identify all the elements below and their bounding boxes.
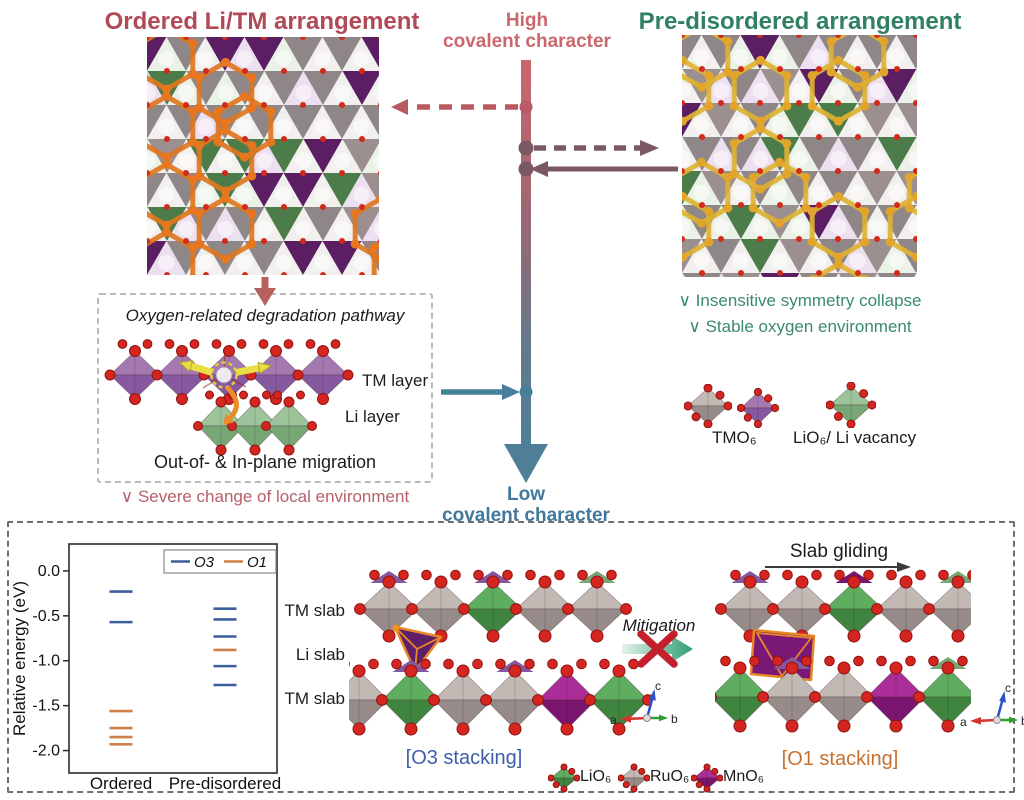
predisordered-structure-image bbox=[682, 35, 917, 277]
crystal-axes-widget-o3: a b c bbox=[610, 679, 678, 727]
lio6-octahedron-icon bbox=[826, 382, 876, 428]
o1-stacking-caption: [O1 stacking] bbox=[781, 748, 899, 770]
svg-text:O1: O1 bbox=[247, 554, 267, 571]
predisorder-branch-arrow bbox=[534, 140, 659, 156]
crystal-axes-widget-o1: a b c bbox=[960, 681, 1024, 729]
tm-slab-top-label: TM slab bbox=[284, 601, 345, 620]
axis-b-label: b bbox=[671, 712, 678, 726]
svg-text:Relative energy (eV): Relative energy (eV) bbox=[10, 581, 29, 736]
insensitive-note: ∨ Insensitive symmetry collapse bbox=[678, 291, 922, 310]
tmo6-label: TMO₆ bbox=[712, 428, 757, 447]
axis-node-low bbox=[519, 385, 533, 399]
o1-stacking-structure-image bbox=[715, 569, 971, 733]
svg-text:0.0: 0.0 bbox=[38, 563, 60, 580]
tm-layer-label: TM layer bbox=[362, 371, 429, 390]
lio6-legend-icon bbox=[548, 763, 580, 793]
axis-node-mid1 bbox=[518, 140, 534, 156]
svg-text:Ordered: Ordered bbox=[90, 774, 152, 793]
ruo6-legend-icon bbox=[618, 763, 650, 793]
ordered-structure-image bbox=[147, 37, 379, 275]
axis-c-label: c bbox=[1005, 681, 1011, 695]
ordered-title: Ordered Li/TM arrangement bbox=[104, 8, 420, 35]
layered-structure-image bbox=[104, 339, 354, 456]
mno6-legend-icon bbox=[691, 763, 723, 793]
o3-stacking-caption: [O3 stacking] bbox=[405, 747, 523, 769]
svg-text:-1.5: -1.5 bbox=[32, 698, 60, 715]
stable-note: ∨ Stable oxygen environment bbox=[688, 317, 912, 336]
severe-change-note: ∨ Severe change of local environment bbox=[120, 487, 410, 506]
mno6-legend-label: MnO₆ bbox=[723, 768, 765, 785]
axis-a-label: a bbox=[610, 713, 617, 727]
li-slab-label: Li slab bbox=[295, 645, 345, 664]
low-covalent-label: Low covalent character bbox=[442, 484, 610, 526]
stacking-panel: 0.0 -0.5 -1.0 -1.5 -2.0 Relative energy (eV) O… bbox=[7, 521, 1024, 793]
degradation-pathway-box: Oxygen-related degradation pathway TM la… bbox=[97, 293, 433, 483]
predisorder-return-arrow bbox=[530, 161, 678, 177]
svg-text:Pre-disordered: Pre-disordered bbox=[169, 774, 281, 793]
slab-gliding-label: Slab gliding bbox=[789, 541, 889, 562]
high-covalent-label: High covalent character bbox=[443, 10, 611, 52]
degradation-title: Oxygen-related degradation pathway bbox=[125, 306, 405, 325]
o3-stacking-structure-image bbox=[349, 569, 651, 736]
svg-text:-2.0: -2.0 bbox=[32, 743, 60, 760]
svg-text:-1.0: -1.0 bbox=[32, 653, 60, 670]
tm-slab-bottom-label: TM slab bbox=[284, 689, 345, 708]
axis-node-high bbox=[519, 100, 533, 114]
migration-caption: Out-of- & In-plane migration bbox=[153, 452, 377, 472]
axis-b-label: b bbox=[1021, 714, 1024, 728]
covalency-axis-line bbox=[504, 60, 548, 483]
svg-text:O3: O3 bbox=[194, 554, 215, 571]
lio6-legend-label: LiO₆ bbox=[580, 768, 612, 785]
svg-text:-0.5: -0.5 bbox=[32, 608, 60, 625]
tmo6-gray-octahedron-icon bbox=[684, 384, 732, 428]
predisordered-title: Pre-disordered arrangement bbox=[638, 8, 962, 35]
tmo6-purple-octahedron-icon bbox=[737, 388, 779, 428]
axis-a-label: a bbox=[960, 715, 967, 729]
axis-c-label: c bbox=[655, 679, 661, 693]
ordered-branch-arrow bbox=[391, 99, 518, 115]
mitigation-label: Mitigation bbox=[622, 616, 696, 635]
degradation-to-axis-arrow bbox=[441, 384, 520, 400]
axis-node-mid2 bbox=[518, 161, 534, 177]
lio6-label: LiO₆/ Li vacancy bbox=[793, 428, 917, 447]
ruo6-legend-label: RuO₆ bbox=[650, 768, 690, 785]
li-layer-label: Li layer bbox=[345, 407, 400, 426]
